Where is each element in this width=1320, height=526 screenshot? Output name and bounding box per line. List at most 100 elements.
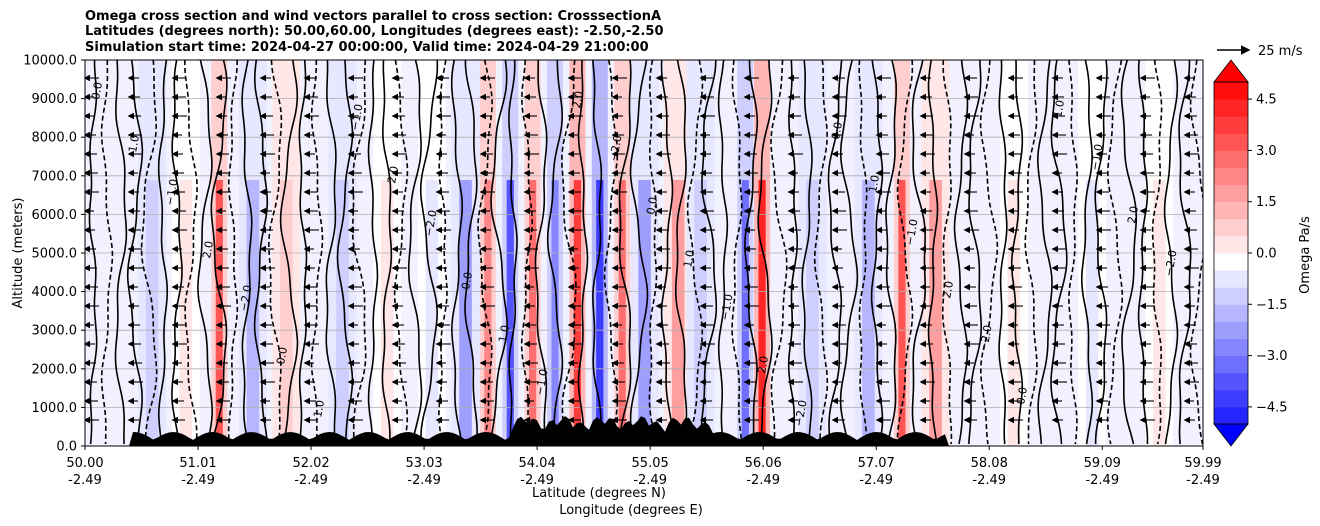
omega-band-core: [573, 180, 582, 446]
x-tick-label-lat: 51.01: [179, 456, 216, 471]
contour-line: [592, 60, 603, 445]
contour-label: −2.0: [1162, 249, 1179, 278]
y-tick-label: 8000.0: [32, 131, 78, 146]
colorbar-segment: [1214, 133, 1248, 151]
contour-line: [941, 60, 953, 445]
contour-label: 1.0: [681, 249, 697, 268]
omega-band-core: [380, 180, 394, 446]
contour-label: −1.0: [348, 103, 365, 132]
omega-band-core: [280, 180, 293, 446]
contour-label: 2.0: [1125, 205, 1141, 224]
x-tick-label-lon: -2.49: [859, 473, 893, 488]
contour-line: [267, 60, 283, 445]
contour-line: [927, 60, 939, 445]
omega-band-core: [145, 180, 159, 446]
contour-line: [1081, 60, 1094, 445]
contour-line: [979, 60, 999, 445]
y-tick-label: 0.0: [56, 440, 77, 455]
quiver-key-label: 25 m/s: [1258, 44, 1303, 59]
y-tick-label: 1000.0: [32, 401, 78, 416]
x-tick-label-lat: 55.05: [632, 456, 669, 471]
contour-label: −1.0: [903, 218, 920, 247]
x-tick-label-lat: 57.07: [858, 456, 895, 471]
y-axis-label: Altitude (meters): [11, 198, 26, 309]
contour-line: [577, 60, 589, 445]
omega-band-core: [215, 180, 223, 446]
x-tick-label-lon: -2.49: [972, 473, 1006, 488]
x-tick-label-lon: -2.49: [1085, 473, 1119, 488]
contour-line: [88, 60, 98, 445]
contour-line: [1189, 60, 1203, 445]
contour-label: 0.0: [459, 271, 475, 290]
contour-label: −2.0: [237, 284, 254, 313]
x-tick-label-lat: 50.00: [66, 456, 103, 471]
contour-line: [310, 60, 324, 445]
contour-label: 2.0: [755, 355, 771, 374]
x-axis: 50.00 -2.49 51.01 -2.49 52.02 -2.49 53.03 -2.49…: [66, 446, 1222, 488]
omega-band-core: [506, 180, 514, 446]
x-tick-label-lat: 58.08: [971, 456, 1008, 471]
contour-label: 2.0: [570, 90, 586, 109]
colorbar-tick-label: 0.0: [1256, 247, 1277, 262]
contour-line: [648, 60, 658, 445]
colorbar-segment: [1214, 167, 1248, 186]
colorbar-segment: [1214, 99, 1248, 117]
contour-line: [629, 60, 649, 445]
contour-line: [450, 60, 463, 445]
omega-band-core: [551, 180, 559, 446]
contour-line: [885, 60, 898, 445]
y-tick-label: 10000.0: [23, 54, 77, 69]
x-tick-label-lat: 52.02: [292, 456, 329, 471]
contour-line: [618, 60, 632, 445]
contour-line: [508, 60, 518, 445]
contour-line: [757, 60, 773, 445]
contour-line: [717, 60, 729, 445]
contour-line: [686, 60, 704, 445]
omega-band-core: [898, 180, 906, 446]
y-tick-label: 9000.0: [32, 92, 78, 107]
contour-line: [114, 60, 128, 445]
contour-line: [1068, 60, 1079, 445]
omega-band-core: [425, 180, 439, 446]
contour-line: [157, 60, 168, 445]
contour-line: [100, 60, 114, 445]
contour-label: −2.0: [422, 209, 439, 238]
omega-band-core: [529, 180, 537, 446]
contour-line: [140, 60, 158, 445]
omega-band-core: [1085, 180, 1099, 446]
colorbar-segment: [1214, 253, 1248, 271]
contour-label: 1.0: [866, 174, 882, 193]
x-tick-label-lat: 59.99: [1184, 456, 1221, 471]
contour-line: [367, 60, 379, 445]
contour-line: [998, 60, 1008, 445]
contour-line: [1151, 60, 1163, 445]
y-tick-label: 2000.0: [32, 362, 78, 377]
contour-line: [1024, 60, 1038, 444]
contour-label: −2.0: [977, 324, 994, 353]
contour-line: [393, 60, 409, 445]
chart-title-line-3: Simulation start time: 2024-04-27 00:00:…: [85, 40, 649, 55]
colorbar-tick-label: 3.0: [1256, 144, 1277, 159]
contour-line: [490, 60, 508, 445]
contour-label: 2.0: [940, 280, 956, 299]
colorbar-segment: [1214, 355, 1248, 374]
colorbar-segment: [1214, 389, 1248, 408]
x-tick-label-lat: 53.03: [405, 456, 442, 471]
contour-line: [210, 60, 228, 445]
x-tick-label-lat: 59.09: [1084, 456, 1121, 471]
quiver-key: 25 m/s: [1217, 44, 1303, 59]
y-tick-label: 6000.0: [32, 208, 78, 223]
contour-line: [419, 60, 439, 445]
y-tick-label: 4000.0: [32, 285, 78, 300]
contour-line: [351, 60, 367, 444]
contour-line: [770, 60, 788, 445]
contour-line: [1036, 60, 1053, 445]
contour-line: [197, 60, 214, 445]
x-axis-label-latitude: Latitude (degrees N): [532, 486, 666, 501]
omega-band-core: [484, 180, 492, 446]
omega-band-core: [638, 180, 651, 446]
colorbar-segment: [1214, 150, 1248, 168]
y-axis: 0.0 1000.0 2000.0 3000.0 4000.0 5000.0 6000.0 7…: [23, 54, 85, 455]
contour-label: −1.0: [533, 368, 550, 397]
omega-band-core: [1153, 180, 1166, 446]
